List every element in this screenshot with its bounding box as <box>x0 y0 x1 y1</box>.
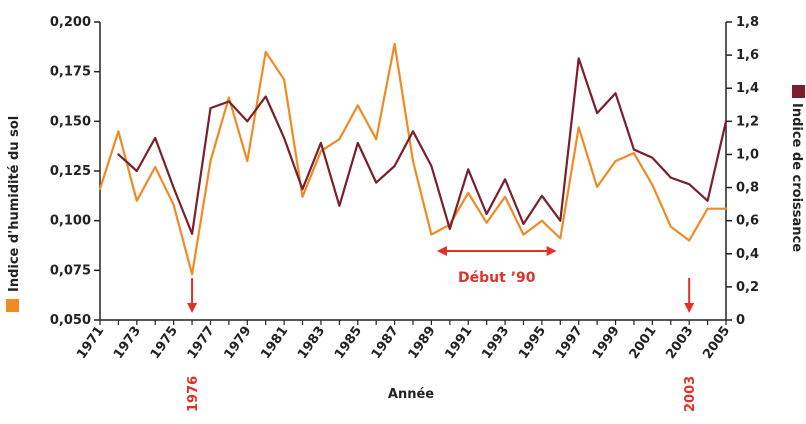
y-right-tick-label: 0,2 <box>736 280 759 295</box>
y-right-axis-title: Indice de croissance <box>789 85 805 252</box>
x-tick-label: 1973 <box>111 324 144 362</box>
legend-swatch-growth <box>792 85 805 98</box>
arrow-2003-head <box>684 303 695 313</box>
y-right-tick-label: 1,0 <box>736 147 759 162</box>
x-tick-label: 2001 <box>627 324 660 362</box>
y-right-axis: 0 0,2 0,4 0,6 0,8 1,0 1,2 1,4 1,6 1,8 <box>725 15 759 328</box>
y-right-tick-label: 0 <box>736 313 745 328</box>
y-right-tick-label: 1,2 <box>736 114 759 129</box>
x-tick-label: 1987 <box>369 324 402 362</box>
y-left-tick-label: 0,125 <box>50 164 91 179</box>
x-tick-label: 1985 <box>332 324 365 362</box>
arrow-1976-head <box>187 303 198 313</box>
y-left-tick-label: 0,200 <box>50 15 91 30</box>
x-tick-label: 1989 <box>406 324 439 362</box>
y-left-tick-label: 0,175 <box>50 65 91 80</box>
y-right-tick-label: 1,4 <box>736 81 759 96</box>
x-tick-label: 1971 <box>74 324 107 362</box>
y-left-tick-label: 0,050 <box>50 313 91 328</box>
annotation-layer: 1976 2003 Début ’90 <box>186 246 698 412</box>
series-layer <box>98 42 728 276</box>
y-right-tick-label: 0,8 <box>736 181 759 196</box>
y-right-tick-label: 0,6 <box>736 214 759 229</box>
x-tick-label: 2003 <box>663 324 696 362</box>
y-left-tick-label: 0,100 <box>50 214 91 229</box>
x-axis-title: Année <box>388 387 434 402</box>
x-tick-label: 1995 <box>516 324 549 362</box>
x-tick-label: 1993 <box>479 324 512 362</box>
x-tick-label: 1977 <box>185 324 218 362</box>
y-right-tick-label: 1,8 <box>736 15 759 30</box>
y-right-axis-label: Indice de croissance <box>789 103 804 252</box>
x-tick-label: 2005 <box>700 324 733 362</box>
x-tick-label: 1979 <box>222 324 255 362</box>
range-arrow-left-head <box>436 246 447 256</box>
range-label: Début ’90 <box>458 270 536 286</box>
x-tick-label: 1999 <box>590 324 623 362</box>
x-tick-label: 1983 <box>295 324 328 362</box>
series-line-growth-index <box>117 57 728 235</box>
marker-label-1976: 1976 <box>186 376 201 412</box>
y-left-tick-label: 0,150 <box>50 114 91 129</box>
x-tick-label: 1997 <box>553 324 586 362</box>
y-right-tick-label: 1,6 <box>736 48 759 63</box>
y-left-tick-label: 0,075 <box>50 263 91 278</box>
series-line-soil-moisture <box>98 42 728 276</box>
y-left-axis-title: Indice d'humidité du sol <box>6 116 22 312</box>
marker-label-2003: 2003 <box>683 376 698 412</box>
range-arrow-right-head <box>546 246 557 256</box>
x-tick-label: 1981 <box>258 324 291 362</box>
x-tick-label: 1975 <box>148 324 181 362</box>
legend-swatch-soil <box>6 299 19 312</box>
x-tick-label: 1991 <box>442 324 475 362</box>
y-right-tick-label: 0,4 <box>736 247 759 262</box>
y-left-axis: 0,050 0,075 0,100 0,125 0,150 0,175 0,200 <box>50 15 101 328</box>
y-left-axis-label: Indice d'humidité du sol <box>7 116 22 292</box>
x-axis: 1971 1973 1975 1977 1979 1981 1983 1985 1987 1989… <box>74 319 733 362</box>
